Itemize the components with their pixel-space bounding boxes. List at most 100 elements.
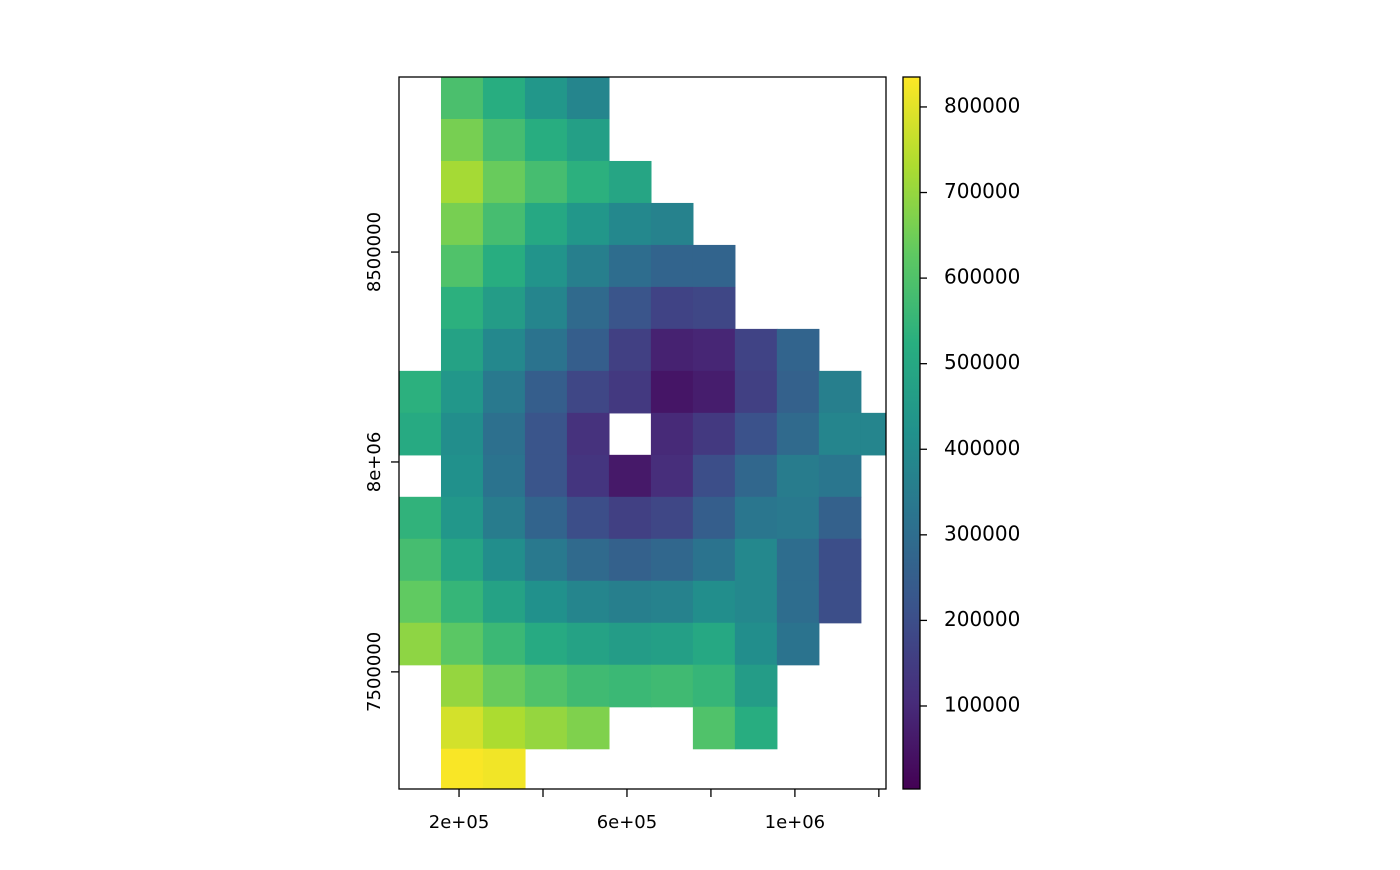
raster-cell	[440, 580, 484, 624]
raster-cell	[566, 286, 610, 330]
raster-cell	[566, 706, 610, 750]
raster-cell	[608, 244, 652, 288]
raster-cell	[860, 412, 886, 456]
y-tick-label: 7500000	[364, 632, 385, 712]
raster-cell	[650, 202, 694, 246]
raster-cell	[399, 622, 442, 666]
raster-cell	[524, 496, 568, 540]
raster-cell	[776, 412, 820, 456]
raster-cell	[482, 202, 526, 246]
raster-cell	[482, 706, 526, 750]
raster-cell	[734, 496, 778, 540]
colorbar-tick-label: 500000	[944, 350, 1020, 374]
raster-cell	[399, 538, 442, 582]
colorbar	[902, 76, 921, 790]
raster-cell	[440, 664, 484, 708]
raster-cell	[482, 286, 526, 330]
raster-cell	[566, 77, 610, 120]
raster-cell	[734, 454, 778, 498]
raster-cell	[650, 538, 694, 582]
raster-cell	[776, 454, 820, 498]
raster-cell	[566, 118, 610, 162]
raster-cell	[524, 160, 568, 204]
raster-cell	[524, 77, 568, 120]
raster-cell	[818, 370, 862, 414]
raster-cell	[608, 664, 652, 708]
raster-cell	[692, 496, 736, 540]
raster-cell	[440, 496, 484, 540]
raster-cell	[650, 454, 694, 498]
raster-cell	[734, 580, 778, 624]
x-tick-label: 6e+05	[597, 812, 658, 833]
raster-cell	[524, 538, 568, 582]
raster-cell	[692, 370, 736, 414]
raster-cell	[608, 622, 652, 666]
raster-cell	[524, 706, 568, 750]
raster-cell	[482, 412, 526, 456]
raster-cell	[399, 412, 442, 456]
raster-cell	[566, 328, 610, 372]
raster-cell	[482, 538, 526, 582]
x-tick-label: 1e+06	[765, 812, 826, 833]
colorbar-tick-label: 100000	[944, 692, 1020, 716]
raster-cell	[524, 412, 568, 456]
raster-cell	[566, 496, 610, 540]
raster-cell	[692, 412, 736, 456]
raster-cell	[440, 454, 484, 498]
raster-cell	[440, 538, 484, 582]
raster-cell	[524, 244, 568, 288]
raster-cell	[608, 160, 652, 204]
raster-cell	[524, 202, 568, 246]
raster-cell	[440, 160, 484, 204]
raster-cell	[482, 622, 526, 666]
raster-cell	[818, 496, 862, 540]
raster-cell	[776, 328, 820, 372]
raster-cell	[608, 286, 652, 330]
raster-cell	[566, 664, 610, 708]
raster-cell	[524, 328, 568, 372]
raster-cell	[440, 244, 484, 288]
raster-cell	[776, 370, 820, 414]
raster-cell	[482, 580, 526, 624]
raster-cell	[692, 244, 736, 288]
raster-cell	[440, 748, 484, 789]
raster-cell	[566, 160, 610, 204]
colorbar-tick-label: 600000	[944, 265, 1020, 289]
raster-cell	[440, 328, 484, 372]
colorbar-tick-label: 700000	[944, 179, 1020, 203]
raster-cell	[440, 286, 484, 330]
raster-cell	[650, 286, 694, 330]
raster-cell	[566, 370, 610, 414]
raster-cell	[440, 706, 484, 750]
raster-cell	[440, 370, 484, 414]
raster-cell	[692, 328, 736, 372]
colorbar-tick-label: 800000	[944, 93, 1020, 117]
raster-cell	[608, 580, 652, 624]
raster-cell	[692, 538, 736, 582]
raster-cell	[692, 580, 736, 624]
raster-cell	[818, 454, 862, 498]
raster-cell	[692, 622, 736, 666]
raster-cell	[399, 580, 442, 624]
raster-cell	[734, 370, 778, 414]
raster-cell	[524, 622, 568, 666]
raster-cell	[608, 202, 652, 246]
raster-cell	[440, 622, 484, 666]
raster-cell	[566, 538, 610, 582]
raster-cell	[399, 370, 442, 414]
raster-cell	[650, 244, 694, 288]
raster-cell	[734, 706, 778, 750]
raster-cell	[734, 622, 778, 666]
y-tick-label: 8500000	[364, 212, 385, 292]
colorbar-tick-label: 200000	[944, 607, 1020, 631]
raster-cell	[440, 202, 484, 246]
raster-cell	[818, 580, 862, 624]
raster-cell	[482, 370, 526, 414]
raster-cell	[776, 496, 820, 540]
raster-cell	[608, 496, 652, 540]
raster-cell	[776, 622, 820, 666]
raster-cell	[734, 412, 778, 456]
raster-cell	[692, 286, 736, 330]
raster-cell	[776, 580, 820, 624]
